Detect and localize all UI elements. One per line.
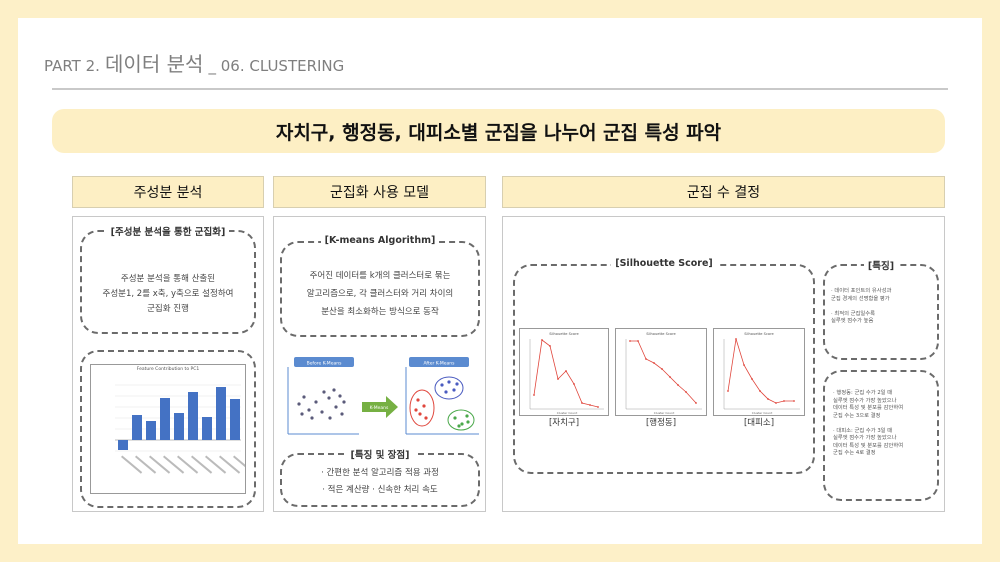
pca-bar — [230, 399, 240, 440]
kmeans-desc: 주어진 데이터를 k개의 클러스터로 묶는 알고리즘으로, 각 클러스터와 거리… — [306, 271, 454, 317]
part-label: PART 2. — [44, 57, 100, 75]
chart-caption-shelter: [대피소] — [743, 418, 775, 428]
pca-bar — [146, 421, 156, 440]
section-title-ko: 데이터 분석 — [105, 52, 204, 76]
pca-bar — [160, 398, 170, 440]
kmeans-arrow-label: K-Means — [370, 405, 389, 411]
section-title-en: _ 06. CLUSTERING — [208, 57, 345, 75]
pca-box-title: [주성분 분석을 통한 군집화] — [106, 227, 230, 238]
clusters-heading: 군집 수 결정 — [502, 176, 945, 208]
notes-box: · 행정동: 군집 수가 2일 때 실루엣 점수가 가장 높았으나 데이터 특성… — [823, 370, 939, 501]
pca-bar — [202, 417, 212, 440]
section-header: PART 2. 데이터 분석 _ 06. CLUSTERING — [44, 48, 344, 77]
traits-text: · 데이터 포인트의 유사성과 군집 경계의 선명함을 평가 · 최적의 군집일… — [831, 288, 892, 324]
pca-chart-box: Feature Contribution to PC1 — [80, 350, 256, 508]
chart-caption-dong: [행정동] — [645, 418, 677, 428]
silhouette-chart-dong: Silhouette Score Cluster Count — [615, 328, 707, 416]
pca-bar — [132, 415, 142, 440]
pca-bar — [118, 440, 128, 450]
chart-title: Silhouette Score — [744, 332, 774, 336]
header-divider — [52, 88, 948, 90]
pca-desc: 주성분 분석을 통해 산출된 주성분1, 2를 x축, y축으로 설정하여 군집… — [102, 274, 234, 314]
traits-title: [특징] — [863, 261, 899, 272]
svg-text:Cluster Count: Cluster Count — [654, 411, 675, 415]
clusters-panel: [Silhouette Score] Silhouette Score Clus… — [502, 216, 945, 512]
after-kmeans-label: After K-Means — [424, 361, 456, 367]
pca-bar — [174, 413, 184, 440]
features-box: [특징 및 장점] · 간편한 분석 알고리즘 적용 과정 · 적은 계산량 ·… — [280, 450, 480, 507]
kmeans-desc-box: [K-means Algorithm] 주어진 데이터를 k개의 클러스터로 묶… — [280, 235, 480, 337]
pca-chart-title: Feature Contribution to PC1 — [136, 367, 200, 372]
chart-caption-gu: [자치구] — [548, 418, 580, 428]
silhouette-chart-gu: Silhouette Score Cluster Count — [519, 328, 609, 416]
topic-banner: 자치구, 행정동, 대피소별 군집을 나누어 군집 특성 파악 — [52, 109, 945, 153]
svg-text:Cluster Count: Cluster Count — [557, 411, 578, 415]
chart-title: Silhouette Score — [549, 332, 579, 336]
features-title: [특징 및 장점] — [346, 450, 414, 461]
silhouette-box: [Silhouette Score] — [513, 258, 815, 474]
pca-desc-box: [주성분 분석을 통한 군집화] 주성분 분석을 통해 산출된 주성분1, 2를… — [80, 227, 256, 334]
pca-chart-svg — [115, 384, 245, 474]
model-heading: 군집화 사용 모델 — [273, 176, 486, 208]
svg-text:Cluster Count: Cluster Count — [752, 411, 773, 415]
chart-title: Silhouette Score — [646, 332, 676, 336]
features-list: · 간편한 분석 알고리즘 적용 과정 · 적은 계산량 · 신속한 처리 속도 — [321, 468, 439, 495]
pca-bar-chart: Feature Contribution to PC1 — [90, 364, 246, 494]
traits-box: [특징] · 데이터 포인트의 유사성과 군집 경계의 선명함을 평가 · 최적… — [823, 261, 939, 360]
pca-heading: 주성분 분석 — [72, 176, 264, 208]
kmeans-illustration: Before K-Means K-Means After K-Means — [287, 357, 479, 435]
pca-panel: [주성분 분석을 통한 군집화] 주성분 분석을 통해 산출된 주성분1, 2를… — [72, 216, 264, 512]
silhouette-title: [Silhouette Score] — [611, 258, 717, 269]
kmeans-box-title: [K-means Algorithm] — [320, 235, 440, 246]
before-kmeans-label: Before K-Means — [307, 361, 343, 367]
pca-bar — [216, 387, 226, 440]
notes-text: · 행정동: 군집 수가 2일 때 실루엣 점수가 가장 높았으나 데이터 특성… — [833, 390, 904, 456]
pca-bar — [188, 392, 198, 440]
model-panel: [K-means Algorithm] 주어진 데이터를 k개의 클러스터로 묶… — [273, 216, 486, 512]
silhouette-chart-shelter: Silhouette Score Cluster Count — [713, 328, 805, 416]
